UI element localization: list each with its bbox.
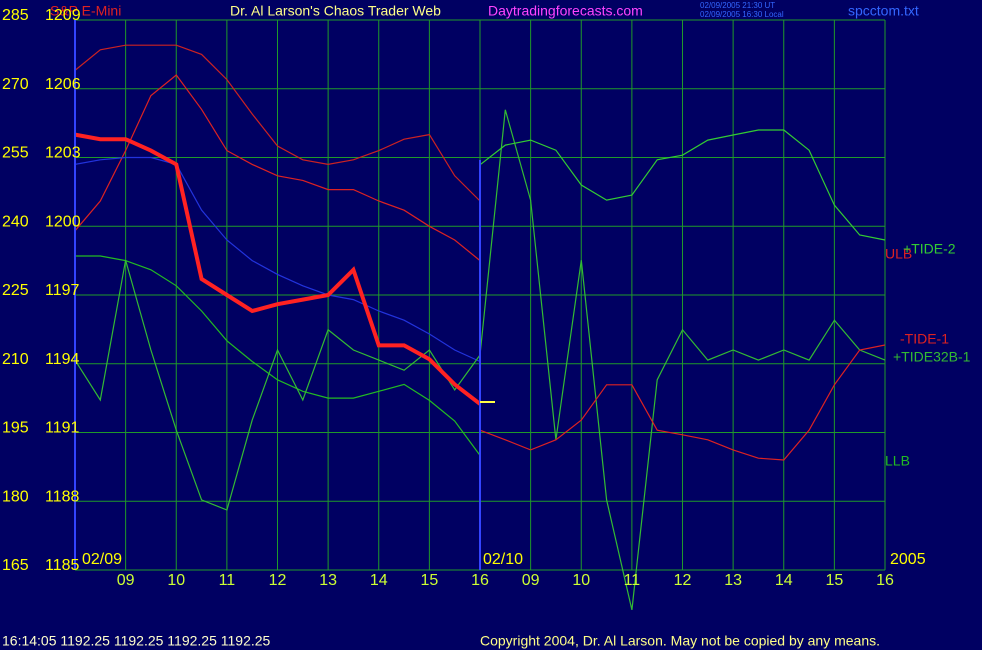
x-tick-label: 15: [420, 572, 438, 589]
series-line: [74, 156, 481, 363]
website: Daytradingforecasts.com: [488, 3, 643, 19]
status: 16:14:05 1192.25 1192.25 1192.25 1192.25: [2, 633, 271, 649]
x-tick-label: 15: [825, 572, 843, 589]
x-tick-label: 09: [522, 572, 540, 589]
x-tick-label: 12: [269, 572, 287, 589]
series-label: -TIDE-1: [900, 331, 949, 347]
series-line: [75, 255, 481, 456]
x-tick-label: 10: [167, 572, 185, 589]
title: Dr. Al Larson's Chaos Trader Web: [230, 3, 441, 19]
x-tick-label: 11: [219, 572, 236, 589]
timestamp: 02/09/2005 16:30 Local: [700, 10, 784, 19]
y-tick-label: 195: [2, 420, 29, 437]
y-tick-label: 180: [2, 488, 29, 505]
series-label: ULB: [885, 246, 912, 262]
x-tick-label: 16: [876, 572, 894, 589]
series-label: +TIDE-2: [903, 241, 956, 257]
series-line: [74, 132, 482, 406]
x-tick-label: 13: [724, 572, 742, 589]
y2-tick-label: 1194: [45, 351, 80, 368]
date-label: 02/10: [483, 551, 523, 568]
y2-tick-label: 1209: [45, 7, 81, 24]
y2-tick-label: 1206: [45, 76, 81, 93]
y-tick-label: 165: [2, 557, 29, 574]
x-tick-label: 14: [370, 572, 388, 589]
y2-tick-label: 1185: [45, 557, 80, 574]
series-label: +TIDE32B-1: [893, 349, 971, 365]
instrument: S&P E-Mini: [50, 3, 121, 19]
series-label: LLB: [885, 453, 910, 469]
date-label: 2005: [890, 551, 926, 568]
series-line: [479, 344, 886, 461]
x-tick-label: 10: [572, 572, 590, 589]
y2-tick-label: 1203: [45, 145, 81, 162]
x-tick-label: 13: [319, 572, 337, 589]
y-tick-label: 240: [2, 213, 29, 230]
y2-tick-label: 1200: [45, 213, 81, 230]
grid: [75, 19, 886, 571]
series-line: [74, 44, 481, 202]
y-tick-label: 285: [2, 7, 29, 24]
x-tick-label: 16: [471, 572, 489, 589]
y2-tick-label: 1191: [45, 420, 80, 437]
timestamp: 02/09/2005 21:30 UT: [700, 1, 775, 10]
x-tick-label: 14: [775, 572, 793, 589]
x-tick-label: 09: [117, 572, 135, 589]
y-tick-label: 210: [2, 351, 29, 368]
copyright: Copyright 2004, Dr. Al Larson. May not b…: [480, 633, 880, 649]
y-tick-label: 255: [2, 145, 29, 162]
y-tick-label: 270: [2, 76, 29, 93]
series-line: [74, 74, 481, 262]
x-tick-label: 11: [624, 572, 641, 589]
y2-tick-label: 1188: [45, 488, 80, 505]
date-label: 02/09: [82, 551, 122, 568]
y2-tick-label: 1197: [45, 282, 80, 299]
file-name: spcctom.txt: [848, 3, 919, 19]
x-tick-label: 12: [674, 572, 692, 589]
series-line: [479, 129, 886, 241]
y-tick-label: 225: [2, 282, 29, 299]
